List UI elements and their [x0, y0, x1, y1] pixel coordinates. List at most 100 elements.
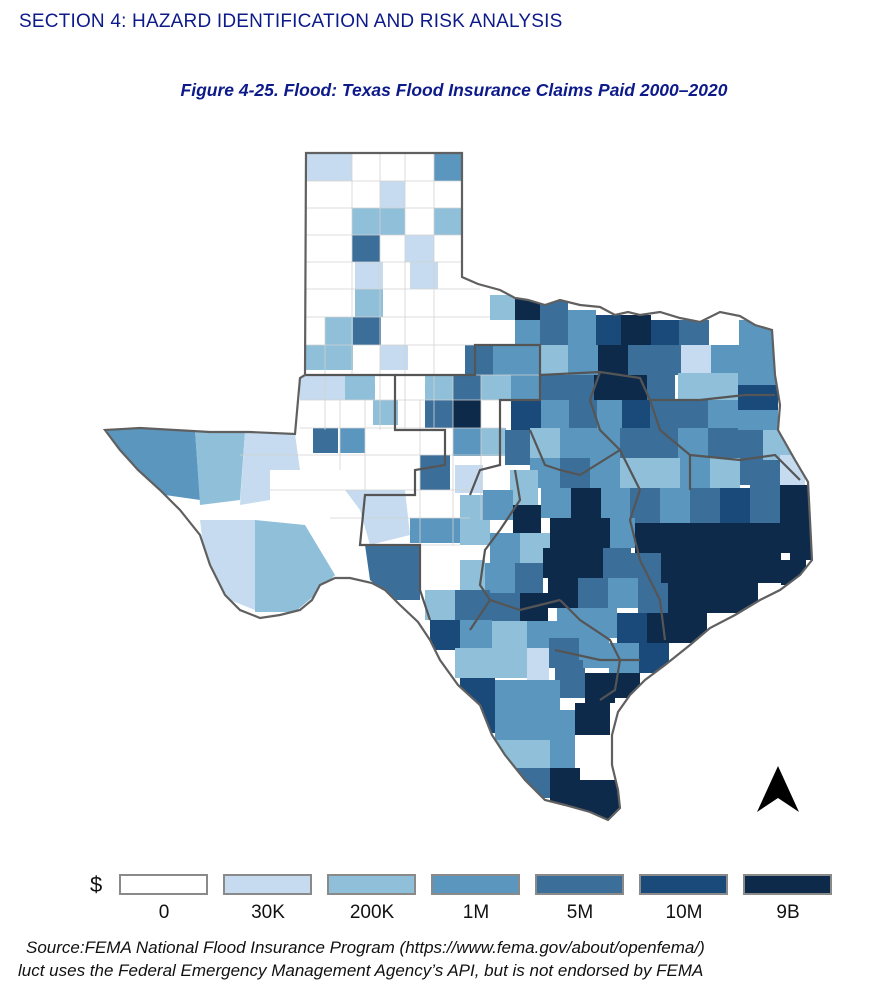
county-st-2: [455, 590, 490, 620]
legend-label-3: 200K: [349, 902, 395, 923]
county-st-21: [455, 648, 492, 678]
county-nc-15: [656, 345, 681, 375]
county-region-elpaso-east: [105, 428, 200, 500]
county-et-12: [738, 410, 778, 430]
county-st-38: [522, 740, 550, 768]
county-region-brewster: [255, 520, 335, 612]
county-et-19: [680, 458, 710, 488]
county-st-20: [677, 613, 707, 643]
figure-title: Figure 4-25. Flood: Texas Flood Insuranc…: [180, 80, 728, 100]
county-nc-21: [619, 375, 647, 400]
county-region-crockett: [345, 490, 410, 545]
county-ct-18: [665, 523, 695, 553]
county-st-32: [585, 673, 615, 703]
county-ct-32: [691, 553, 721, 583]
county-st-1: [425, 590, 455, 620]
county-st-39: [550, 740, 575, 768]
legend-swatch-6: [639, 874, 728, 895]
county-ct-23: [430, 545, 460, 585]
county-plains-1: [300, 375, 345, 400]
county-ct-20: [725, 523, 755, 553]
county-region-pecos: [270, 470, 360, 525]
county-st-22: [492, 648, 527, 678]
county-st-44: [555, 660, 583, 680]
county-et-5: [739, 345, 775, 373]
county-plains-5: [340, 428, 365, 453]
county-region-far-west: [195, 430, 245, 505]
legend-label-6: 10M: [665, 902, 703, 923]
county-ct-3: [590, 458, 620, 488]
legend-swatch-2: [223, 874, 312, 895]
legend-swatch-5: [535, 874, 624, 895]
county-ct-10: [601, 488, 630, 518]
county-nc-6: [651, 320, 679, 345]
county-nc-18: [541, 375, 569, 400]
county-ct-5: [510, 470, 538, 505]
county-nc-12: [568, 345, 598, 375]
county-panhandle-7: [352, 235, 380, 262]
county-nc-25: [569, 400, 597, 428]
county-nc-11: [540, 345, 568, 375]
county-ct-26: [515, 563, 543, 593]
county-ct-22: [790, 525, 812, 560]
county-ct-28: [573, 548, 603, 578]
county-et-22: [780, 485, 810, 525]
legend-label-1: 0: [158, 902, 170, 923]
county-st-36: [575, 703, 610, 735]
county-plains-10: [465, 345, 493, 375]
county-nc-16: [481, 375, 511, 400]
county-et-10: [708, 400, 738, 428]
county-nc-22: [647, 375, 675, 400]
county-st-11: [728, 583, 758, 613]
county-nc-17: [511, 375, 541, 400]
county-panhandle-1: [306, 153, 352, 181]
county-nc-13: [598, 345, 628, 375]
county-st-18: [617, 613, 647, 643]
section-header: SECTION 4: HAZARD IDENTIFICATION AND RIS…: [19, 11, 563, 32]
county-et-13: [678, 428, 708, 458]
county-st-13: [460, 620, 492, 648]
county-nc-4: [596, 315, 621, 345]
county-et-3: [681, 345, 711, 373]
county-ct-27: [543, 548, 573, 578]
county-st-6: [578, 578, 608, 608]
county-panhandle-13: [353, 317, 381, 345]
county-plains-13: [481, 428, 506, 456]
county-ct-29: [603, 548, 631, 578]
county-panhandle-10: [410, 262, 438, 289]
county-ct-8: [541, 488, 571, 518]
county-nc-3: [568, 310, 596, 345]
county-st-14: [492, 621, 527, 648]
county-et-4: [711, 345, 739, 373]
county-st-9: [668, 583, 698, 613]
county-et-9: [678, 400, 708, 428]
county-st-25: [579, 638, 609, 668]
county-panhandle-2: [434, 153, 462, 181]
county-panhandle-15: [325, 345, 353, 370]
county-panhandle-5: [380, 208, 405, 235]
county-st-35: [530, 710, 575, 740]
county-st-40: [575, 735, 615, 780]
county-panhandle-12: [325, 317, 353, 345]
county-ct-11: [460, 520, 490, 545]
county-region-val-verde: [365, 545, 420, 600]
county-et-25: [690, 488, 720, 523]
texas-county-map: [103, 151, 814, 822]
legend-swatch-7: [743, 874, 832, 895]
county-nc-5: [621, 315, 651, 345]
county-st-23: [527, 648, 549, 680]
legend-label-5: 5M: [566, 902, 594, 923]
county-nc-33: [620, 428, 650, 458]
county-et-6: [678, 373, 708, 400]
county-ct-21: [755, 523, 790, 553]
county-plains-4: [313, 428, 338, 453]
county-plains-12: [453, 428, 481, 456]
county-et-2: [739, 320, 775, 345]
county-panhandle-3: [380, 181, 405, 208]
county-plains-8: [453, 400, 481, 428]
county-plains-2: [345, 375, 375, 400]
county-panhandle-8: [405, 235, 434, 262]
county-plains-9: [453, 375, 481, 400]
county-plains-3: [373, 400, 398, 425]
county-panhandle-4: [352, 208, 380, 235]
